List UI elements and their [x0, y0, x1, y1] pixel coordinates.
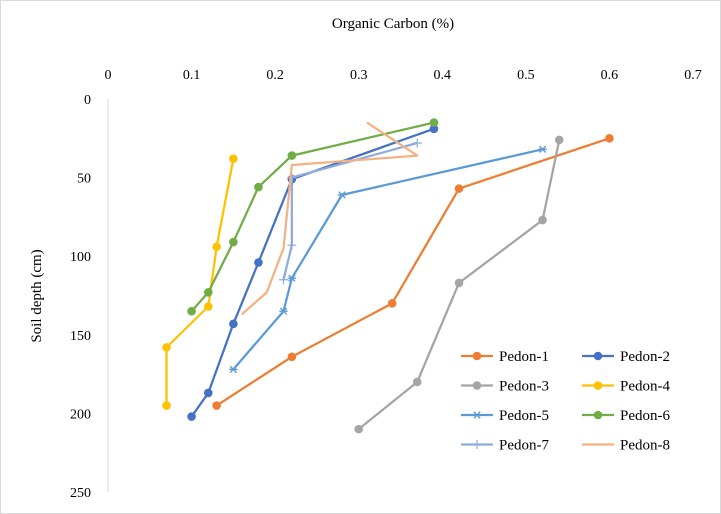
x-tick-label: 0.5 [517, 68, 535, 83]
data-point-pedon-1 [387, 299, 397, 308]
legend-marker-pedon-1 [472, 351, 482, 361]
data-point-pedon-2 [229, 319, 238, 329]
legend-item-pedon-5: Pedon-5 [461, 408, 549, 424]
series-pedon-2 [187, 124, 439, 421]
data-point-pedon-1 [212, 401, 221, 410]
legend-item-pedon-3: Pedon-3 [461, 379, 549, 395]
data-point-pedon-5 [229, 365, 238, 374]
data-point-pedon-2 [187, 412, 196, 421]
data-point-pedon-6 [254, 182, 263, 192]
series-pedon-6 [187, 118, 439, 316]
series-pedon-4 [162, 154, 238, 410]
y-tick-label: 200 [70, 407, 91, 422]
legend-marker-pedon-4 [593, 381, 603, 390]
legend-label-pedon-2: Pedon-2 [620, 349, 670, 365]
x-tick-label: 0 [105, 68, 112, 83]
y-tick-label: 0 [84, 93, 91, 108]
x-tick-label: 0.3 [350, 68, 368, 83]
legend-label-pedon-7: Pedon-7 [499, 438, 549, 454]
data-point-pedon-4 [229, 154, 238, 164]
data-point-pedon-7 [279, 275, 288, 285]
data-point-pedon-3 [412, 377, 422, 387]
legend-marker-pedon-3 [472, 381, 482, 390]
data-point-pedon-3 [354, 424, 364, 434]
series-line-pedon-6 [190, 121, 435, 312]
data-point-pedon-6 [187, 306, 196, 316]
data-point-pedon-4 [162, 401, 171, 410]
x-tick-label: 0.7 [684, 68, 702, 83]
data-point-pedon-4 [162, 343, 171, 352]
data-point-pedon-1 [454, 184, 464, 193]
data-point-pedon-6 [429, 118, 439, 127]
data-point-pedon-5 [287, 274, 297, 282]
data-point-pedon-5 [337, 191, 347, 199]
series-pedon-1 [212, 134, 614, 410]
legend-label-pedon-3: Pedon-3 [499, 379, 549, 395]
legend-marker-pedon-7 [472, 440, 482, 449]
legend-item-pedon-7: Pedon-7 [461, 438, 549, 454]
data-point-pedon-3 [554, 135, 564, 145]
legend-label-pedon-4: Pedon-4 [620, 379, 670, 395]
x-tick-label: 0.1 [183, 68, 201, 83]
data-point-pedon-4 [212, 242, 221, 252]
data-point-pedon-3 [454, 278, 464, 288]
data-point-pedon-1 [287, 352, 297, 362]
series-line-pedon-8 [240, 121, 419, 316]
data-point-pedon-7 [412, 138, 422, 148]
legend: Pedon-1 Pedon-2 Pedon-3 Pedon-4 Pedon-5 Pedon… [461, 349, 670, 454]
y-tick-label: 150 [70, 329, 91, 344]
series-pedon-5 [229, 145, 547, 374]
data-point-pedon-2 [254, 258, 263, 267]
data-point-pedon-2 [203, 388, 213, 398]
x-tick-label: 0.6 [601, 68, 619, 83]
legend-marker-pedon-6 [593, 410, 603, 420]
x-tick-label: 0.4 [434, 68, 452, 83]
legend-marker-pedon-5 [472, 411, 482, 419]
y-tick-labels: 0 50 100 150 200 250 [70, 93, 91, 501]
y-axis-title: Soil depth (cm) [29, 249, 45, 342]
series-pedon-8 [240, 121, 419, 316]
y-tick-label: 100 [70, 250, 91, 265]
y-tick-label: 250 [70, 486, 91, 501]
legend-item-pedon-4: Pedon-4 [582, 379, 670, 395]
x-tick-label: 0.2 [266, 68, 284, 83]
data-point-pedon-6 [287, 151, 297, 160]
legend-label-pedon-8: Pedon-8 [620, 438, 670, 454]
legend-marker-pedon-2 [593, 351, 603, 361]
data-point-pedon-4 [203, 302, 213, 311]
legend-label-pedon-1: Pedon-1 [499, 349, 549, 365]
data-point-pedon-6 [229, 237, 238, 247]
legend-item-pedon-8: Pedon-8 [582, 438, 670, 454]
legend-item-pedon-2: Pedon-2 [582, 349, 670, 365]
data-point-pedon-7 [287, 240, 297, 250]
data-point-pedon-1 [605, 134, 614, 143]
series-pedon-3 [354, 135, 564, 434]
data-point-pedon-5 [279, 307, 288, 315]
legend-label-pedon-5: Pedon-5 [499, 408, 549, 424]
data-point-pedon-6 [203, 288, 213, 297]
series-layer [162, 118, 614, 434]
x-axis-title: Organic Carbon (%) [332, 16, 454, 32]
legend-item-pedon-1: Pedon-1 [461, 349, 549, 365]
data-point-pedon-3 [538, 215, 547, 225]
y-tick-label: 50 [77, 172, 91, 187]
series-line-pedon-4 [165, 158, 235, 406]
data-point-pedon-5 [538, 145, 547, 153]
x-tick-labels: 0 0.1 0.2 0.3 0.4 0.5 0.6 0.7 [105, 68, 702, 83]
legend-item-pedon-6: Pedon-6 [582, 408, 670, 424]
legend-label-pedon-6: Pedon-6 [620, 408, 670, 424]
